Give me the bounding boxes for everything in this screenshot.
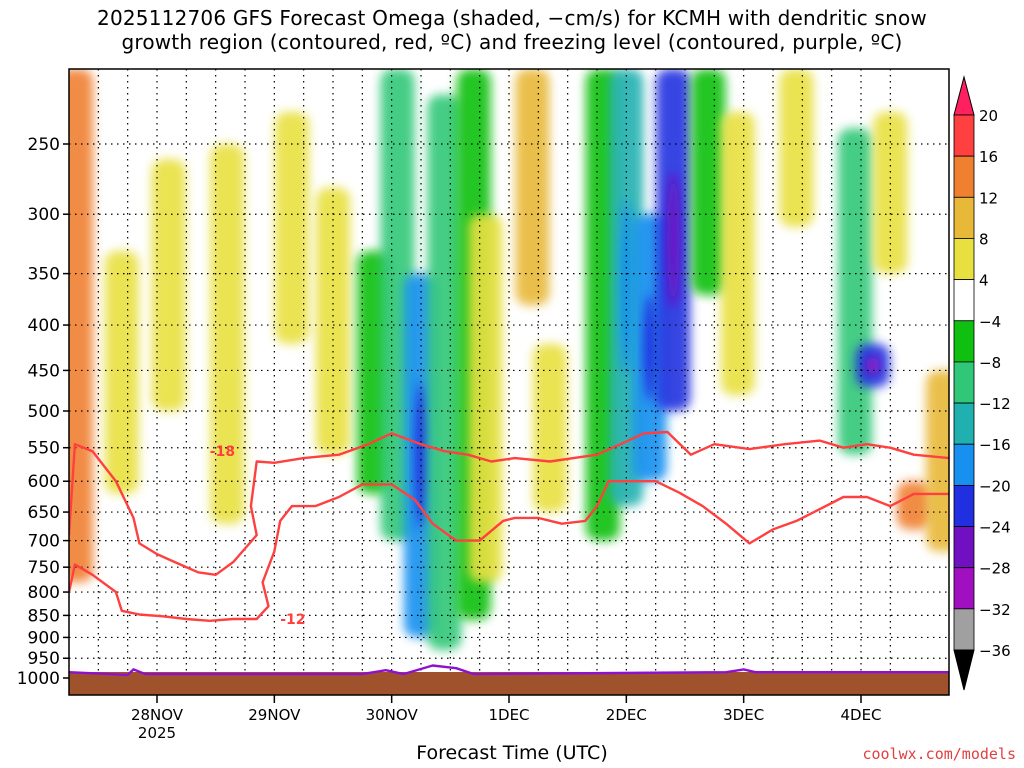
y-tick-label-700: 700: [28, 532, 60, 552]
x-tick-label-1: 29NOV: [248, 706, 301, 724]
omega-core-17: [667, 171, 680, 309]
colorbar-label-0: 20: [979, 107, 998, 125]
y-tick-label-850: 850: [28, 606, 60, 626]
colorbar-label-3: 8: [979, 230, 989, 248]
y-tick-label-550: 550: [28, 439, 60, 459]
x-tick-label-3: 1DEC: [488, 706, 529, 724]
colorbar-label-2: 12: [979, 189, 998, 207]
y-tick-label-500: 500: [28, 402, 60, 422]
colorbar-bin-5: [953, 320, 975, 363]
x-tick-label-4: 2DEC: [606, 706, 647, 724]
contour-label--18: -18: [210, 444, 235, 460]
colorbar-label-13: −36: [979, 642, 1011, 660]
y-tick-label-450: 450: [28, 361, 60, 381]
chart-title: 2025112706 GFS Forecast Omega (shaded, −…: [0, 6, 1024, 54]
omega-core-8: [415, 382, 427, 529]
y-axis: 2503003504004505005506006507007508008509…: [17, 135, 69, 689]
omega-blob-4: [274, 111, 309, 344]
colorbar-arrow-bottom: [953, 649, 975, 691]
contour-label--12: -12: [280, 612, 305, 628]
colorbar-label-12: −32: [979, 601, 1011, 619]
credit-link[interactable]: coolwx.com/models: [862, 745, 1016, 763]
omega-core-16: [643, 294, 656, 402]
contour--12: [69, 480, 949, 622]
omega-blob-1: [104, 250, 139, 494]
colorbar-bin-8: [953, 443, 975, 486]
y-tick-label-750: 750: [28, 558, 60, 578]
colorbar: 20 16 12 8 4 −4 −8 −12 −16 −20 −24 −28 −32 −36: [953, 75, 1011, 691]
omega-core-15: [620, 200, 633, 375]
temperature-contours: -18 -12: [69, 430, 949, 677]
colorbar-bin-12: [953, 608, 975, 651]
colorbar-bin-0: [953, 114, 975, 157]
omega-blob-24: [896, 481, 931, 530]
colorbar-label-6: −8: [979, 354, 1001, 372]
omega-core-22: [866, 356, 879, 375]
colorbar-bin-10: [953, 526, 975, 569]
omega-blob-19: [720, 111, 755, 396]
colorbar-bin-9: [953, 484, 975, 527]
y-tick-label-950: 950: [28, 649, 60, 669]
x-tick-label-0: 28NOV: [131, 706, 184, 724]
contour--18: [69, 430, 949, 576]
omega-blob-2: [151, 159, 186, 411]
x-tick-label-2: 30NOV: [366, 706, 419, 724]
colorbar-arrow-top: [953, 75, 975, 116]
colorbar-label-9: −20: [979, 477, 1011, 495]
x-tick-label-5: 3DEC: [723, 706, 764, 724]
y-tick-label-250: 250: [28, 135, 60, 155]
omega-blob-23: [873, 111, 908, 274]
colorbar-label-8: −16: [979, 436, 1011, 454]
y-tick-label-1000: 1000: [17, 669, 60, 689]
y-tick-label-650: 650: [28, 503, 60, 523]
colorbar-bin-4: [953, 279, 975, 322]
omega-blob-25: [926, 370, 949, 552]
colorbar-bin-11: [953, 567, 975, 610]
y-tick-label-900: 900: [28, 628, 60, 648]
omega-blob-9: [427, 94, 462, 651]
chart-title-line2: growth region (contoured, red, ºC) and f…: [121, 30, 903, 54]
colorbar-label-10: −24: [979, 519, 1011, 537]
y-tick-label-400: 400: [28, 316, 60, 336]
omega-blob-20: [779, 69, 814, 227]
colorbar-label-11: −28: [979, 560, 1011, 578]
omega-blob-3: [210, 144, 245, 524]
omega-blob-12: [515, 69, 550, 306]
colorbar-bin-7: [953, 402, 975, 445]
colorbar-label-5: −4: [979, 313, 1001, 331]
colorbar-bin-1: [953, 155, 975, 198]
omega-blob-21: [838, 128, 873, 455]
chart-title-line1: 2025112706 GFS Forecast Omega (shaded, −…: [97, 6, 927, 30]
y-tick-label-800: 800: [28, 583, 60, 603]
y-tick-label-600: 600: [28, 472, 60, 492]
x-tick-sublabel-0: 2025: [138, 724, 176, 742]
y-tick-label-300: 300: [28, 205, 60, 225]
omega-shading: [69, 69, 949, 651]
grid-lines: [69, 69, 949, 679]
colorbar-label-4: 4: [979, 272, 989, 290]
ground-surface: [69, 672, 949, 695]
omega-blob-18: [691, 69, 726, 296]
x-tick-label-6: 4DEC: [840, 706, 881, 724]
omega-blob-11: [468, 214, 503, 583]
colorbar-bin-6: [953, 361, 975, 404]
contour-0: [69, 664, 949, 677]
y-tick-label-350: 350: [28, 265, 60, 285]
colorbar-bin-2: [953, 196, 975, 239]
colorbar-label-1: 16: [979, 148, 998, 166]
x-axis-title: Forecast Time (UTC): [416, 742, 608, 764]
omega-blob-13: [533, 343, 568, 513]
colorbar-label-7: −12: [979, 395, 1011, 413]
colorbar-bin-3: [953, 238, 975, 281]
